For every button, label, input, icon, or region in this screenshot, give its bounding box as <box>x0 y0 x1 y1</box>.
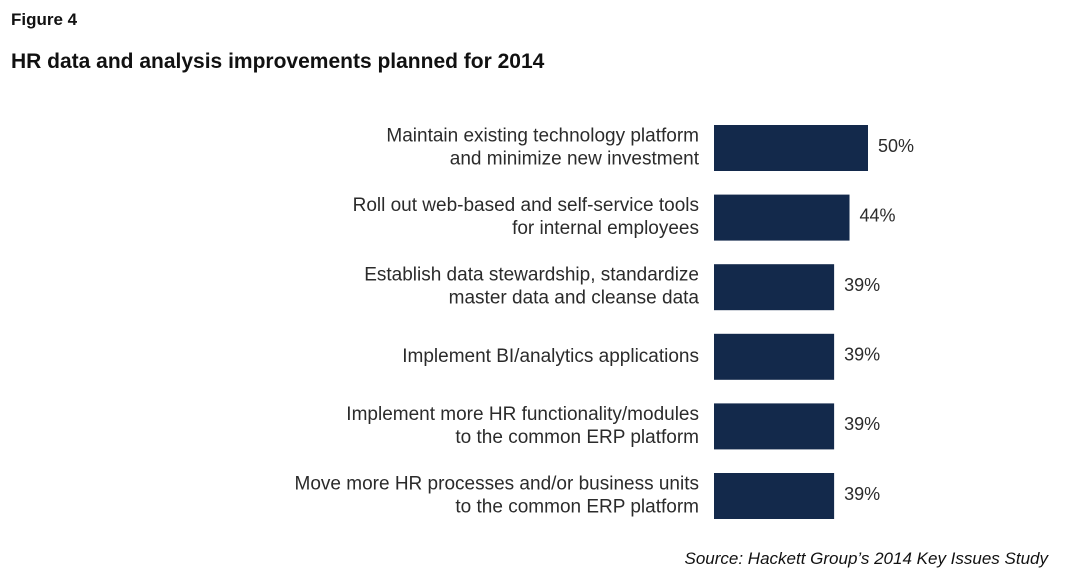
bar-1 <box>714 125 868 171</box>
category-label-line: for internal employees <box>512 218 699 239</box>
category-label-line: Maintain existing technology platform <box>386 126 699 147</box>
value-label-3: 39% <box>844 275 880 295</box>
category-label-2: Roll out web-based and self-service tool… <box>353 195 699 239</box>
value-label-1: 50% <box>878 136 914 156</box>
value-label-5: 39% <box>844 414 880 434</box>
category-label-4: Implement BI/analytics applications <box>402 346 699 367</box>
category-label-line: Roll out web-based and self-service tool… <box>353 195 699 216</box>
category-label-line: master data and cleanse data <box>449 288 700 309</box>
bar-5 <box>714 403 835 450</box>
source-note: Source: Hackett Group’s 2014 Key Issues … <box>684 549 1049 568</box>
category-label-line: Implement BI/analytics applications <box>402 346 699 367</box>
value-label-6: 39% <box>844 484 880 504</box>
bar-2 <box>714 194 850 241</box>
category-label-line: and minimize new investment <box>450 149 700 170</box>
value-label-2: 44% <box>860 205 896 225</box>
bar-3 <box>714 264 835 311</box>
category-label-line: to the common ERP platform <box>455 427 699 448</box>
category-label-1: Maintain existing technology platform and… <box>386 126 699 170</box>
category-label-line: Implement more HR functionality/modules <box>346 404 699 425</box>
bar-6 <box>714 473 835 519</box>
category-label-line: Establish data stewardship, standardize <box>364 265 699 286</box>
bar-4 <box>714 333 835 380</box>
category-label-line: Move more HR processes and/or business u… <box>295 474 699 495</box>
value-label-4: 39% <box>844 345 880 365</box>
category-label-3: Establish data stewardship, standardize m… <box>364 265 699 309</box>
chart-title: HR data and analysis improvements planne… <box>11 50 545 73</box>
category-label-6: Move more HR processes and/or business u… <box>295 474 699 518</box>
category-label-5: Implement more HR functionality/modules t… <box>346 404 699 448</box>
figure-label: Figure 4 <box>11 10 78 29</box>
category-label-line: to the common ERP platform <box>455 497 699 518</box>
